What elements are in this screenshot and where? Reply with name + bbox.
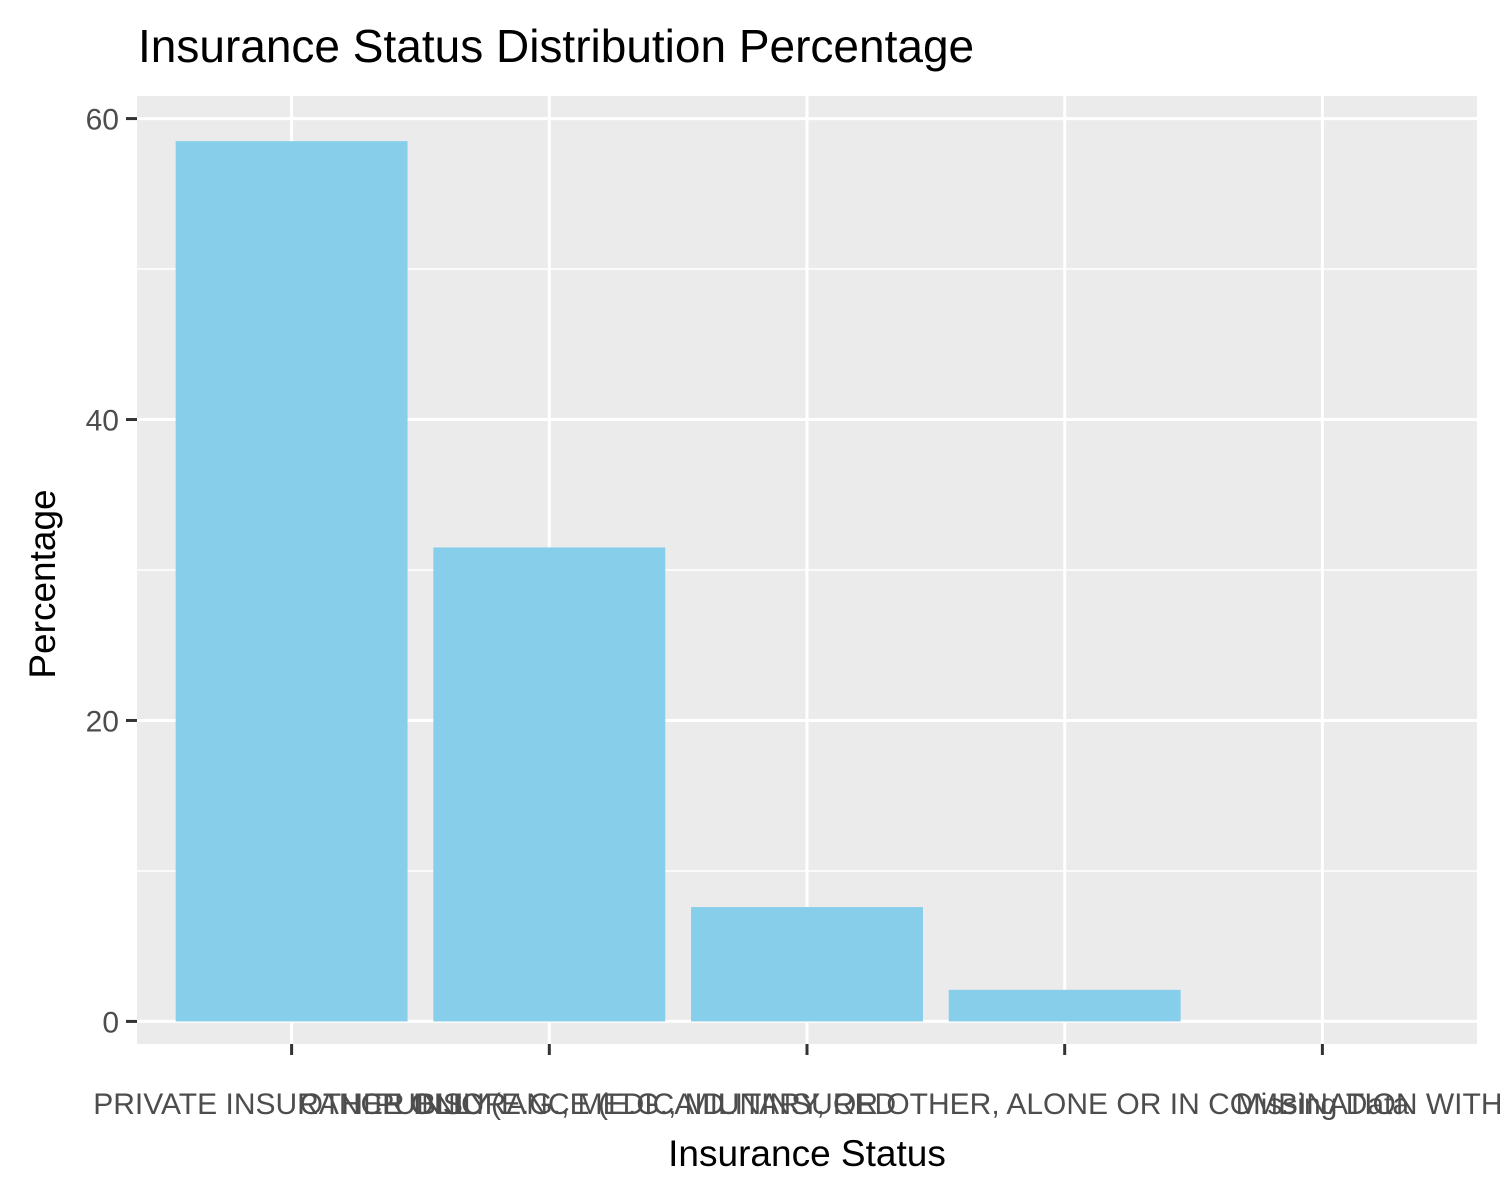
x-tick-label: PUBLIC (E.G., MEDICAID — [374, 1088, 724, 1121]
y-tick-label: 60 — [86, 104, 119, 137]
x-tick-label: Missing Data — [1236, 1088, 1410, 1121]
x-tick-label: OTHER INSURANCE (E.G., MILITARY, OR OTHE… — [300, 1088, 1500, 1121]
bar — [691, 907, 923, 1022]
y-axis: 0 20 40 60 — [86, 104, 137, 1039]
x-axis-title: Insurance Status — [668, 1133, 946, 1174]
y-tick-label: 40 — [86, 405, 119, 438]
bars — [175, 141, 1181, 1022]
chart-title: Insurance Status Distribution Percentage — [138, 20, 974, 72]
bar — [433, 547, 666, 1022]
bar — [175, 141, 408, 1022]
y-tick-label: 0 — [102, 1006, 119, 1039]
x-tick-label: UNINSURED — [718, 1088, 896, 1121]
x-tick-label: PRIVATE INSURANCE ONLY — [93, 1088, 490, 1121]
y-axis-title: Percentage — [22, 489, 63, 678]
y-tick-label: 20 — [86, 705, 119, 738]
bar — [948, 989, 1181, 1022]
